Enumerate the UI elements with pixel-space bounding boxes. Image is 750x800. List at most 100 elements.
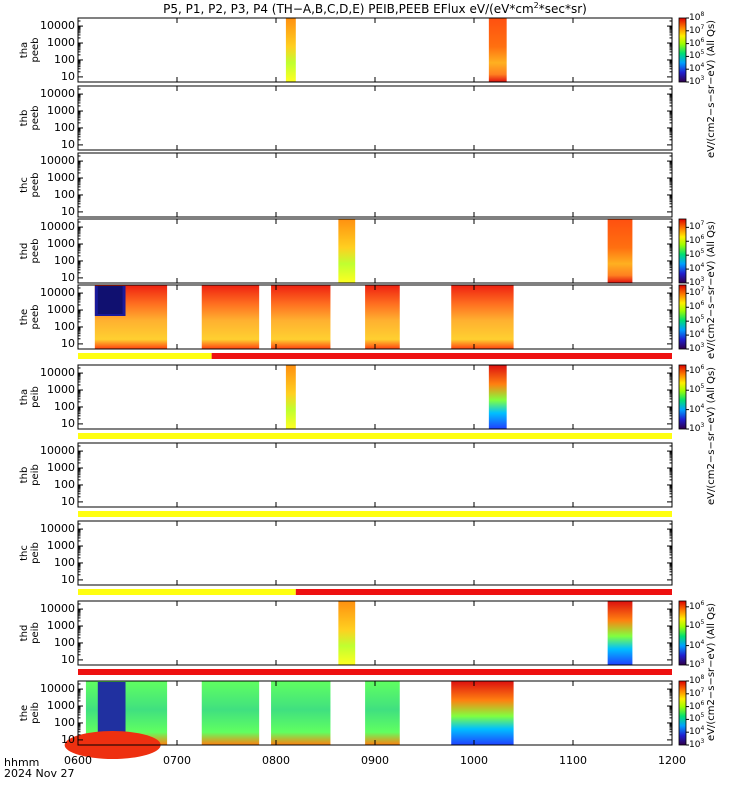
y-tick-label: 10000: [40, 220, 75, 234]
panel-frame: [77, 600, 673, 666]
colorbar: [678, 680, 687, 746]
panel-ylabel: thd peib: [19, 603, 41, 663]
colorbar-tick-label: 106: [689, 234, 705, 247]
y-tick-label: 10: [61, 69, 75, 83]
colorbar-tick-label: 104: [689, 725, 705, 738]
colorbar: [678, 17, 687, 83]
x-tick-label: 1200: [658, 754, 686, 767]
y-tick-label: 10000: [40, 366, 75, 380]
y-tick-label: 1000: [47, 699, 75, 713]
colorbar-tick-label: 104: [689, 262, 705, 275]
spectrogram-block: [271, 285, 331, 349]
spectrogram-block: [365, 681, 400, 745]
ylabel-line: thb: [19, 109, 30, 127]
x-tick-label: 1000: [460, 754, 488, 767]
ylabel-line: tha: [19, 388, 30, 406]
spectrogram-block: [201, 681, 260, 745]
spectrogram-block: [338, 219, 356, 283]
ylabel-line: thc: [19, 177, 30, 193]
panel-ylabel: tha peib: [19, 367, 41, 427]
colorbar-tick-label: 106: [689, 36, 705, 49]
colorbar-tick-label: 104: [689, 402, 705, 415]
ylabel-line: thd: [19, 624, 30, 642]
panel-frame: [77, 17, 673, 83]
y-tick-label: 10000: [40, 87, 75, 101]
colorbar: [678, 218, 687, 284]
y-tick-label: 1000: [47, 539, 75, 553]
date-label: 2024 Nov 27: [4, 767, 75, 780]
panel-ylabel: thb peib: [19, 445, 41, 505]
colorbar-tick-label: 106: [689, 300, 705, 313]
spectrogram-block: [271, 681, 331, 745]
y-tick-label: 10000: [40, 682, 75, 696]
colorbar-tick-label: 103: [689, 658, 705, 670]
panels-layer: [64, 17, 689, 759]
colorbar-tick-label: 103: [689, 422, 705, 434]
y-tick-label: 100: [54, 715, 75, 729]
y-tick-label: 10: [61, 652, 75, 666]
x-tick-label: 0600: [64, 754, 92, 767]
panel-frame: [77, 218, 673, 284]
colorbar-tick-label: 107: [689, 220, 705, 233]
ylabel-line: the: [19, 704, 30, 722]
ylabel-line: thd: [19, 242, 30, 260]
y-tick-label: 10000: [40, 19, 75, 33]
panel-frame: [77, 442, 673, 508]
panel-ylabel: thc peeb: [19, 155, 41, 215]
panel-ylabel: the peib: [19, 683, 41, 743]
y-tick-label: 10: [61, 732, 75, 746]
mode-bar-segment: [78, 589, 296, 595]
spectrogram-dark-block: [97, 682, 126, 734]
y-tick-label: 100: [54, 52, 75, 66]
y-tick-label: 100: [54, 477, 75, 491]
y-tick-label: 100: [54, 319, 75, 333]
ylabel-line: peeb: [30, 37, 41, 63]
spectrogram-block: [488, 18, 507, 82]
x-tick-label: 0700: [163, 754, 191, 767]
colorbar-unit-label: eV/(cm2−s−sr−eV) (All Qs): [706, 602, 717, 741]
colorbar-unit-label: eV/(cm2−s−sr−eV) (All Qs): [706, 220, 717, 359]
colorbar-tick-label: 103: [689, 75, 705, 87]
panel-frame: [77, 152, 673, 218]
panel-ylabel: thb peeb: [19, 88, 41, 148]
spectrogram-block: [201, 285, 260, 349]
y-tick-label: 10000: [40, 602, 75, 616]
y-tick-label: 10: [61, 494, 75, 508]
panel-ylabel: the peeb: [19, 287, 41, 347]
mode-bar-segment: [78, 669, 672, 675]
colorbar-tick-label: 103: [689, 342, 705, 354]
x-axis-label: hhmm: [4, 756, 40, 769]
colorbar-tick-label: 106: [689, 599, 705, 612]
spectrogram-dark-core: [97, 286, 123, 314]
spectrogram-block: [338, 601, 356, 665]
spectrogram-block: [365, 285, 400, 349]
colorbar-tick-label: 104: [689, 638, 705, 651]
y-tick-label: 10: [61, 416, 75, 430]
colorbar-tick-label: 106: [689, 699, 705, 712]
colorbar-unit-label: eV/(cm2−s−sr−eV) (All Qs): [706, 19, 717, 158]
colorbar-tick-label: 107: [689, 23, 705, 36]
colorbar: [678, 284, 687, 350]
spectrogram-block: [285, 18, 296, 82]
y-tick-label: 1000: [47, 237, 75, 251]
ylabel-line: the: [19, 308, 30, 326]
colorbar: [678, 364, 687, 430]
panel-frame: [77, 520, 673, 586]
y-tick-label: 1000: [47, 383, 75, 397]
colorbar-tick-label: 105: [689, 383, 705, 396]
y-tick-label: 100: [54, 399, 75, 413]
y-tick-label: 10000: [40, 444, 75, 458]
spectrogram-block: [488, 365, 507, 429]
y-tick-label: 1000: [47, 171, 75, 185]
panel-frame: [77, 85, 673, 151]
colorbar-tick-label: 103: [689, 738, 705, 750]
colorbar-tick-label: 106: [689, 363, 705, 376]
y-tick-label: 10: [61, 204, 75, 218]
y-tick-label: 10000: [40, 522, 75, 536]
y-tick-label: 1000: [47, 303, 75, 317]
ylabel-line: thb: [19, 466, 30, 484]
y-tick-label: 1000: [47, 104, 75, 118]
panel-frame: [77, 364, 673, 430]
panel-ylabel: thа peeb: [19, 20, 41, 80]
